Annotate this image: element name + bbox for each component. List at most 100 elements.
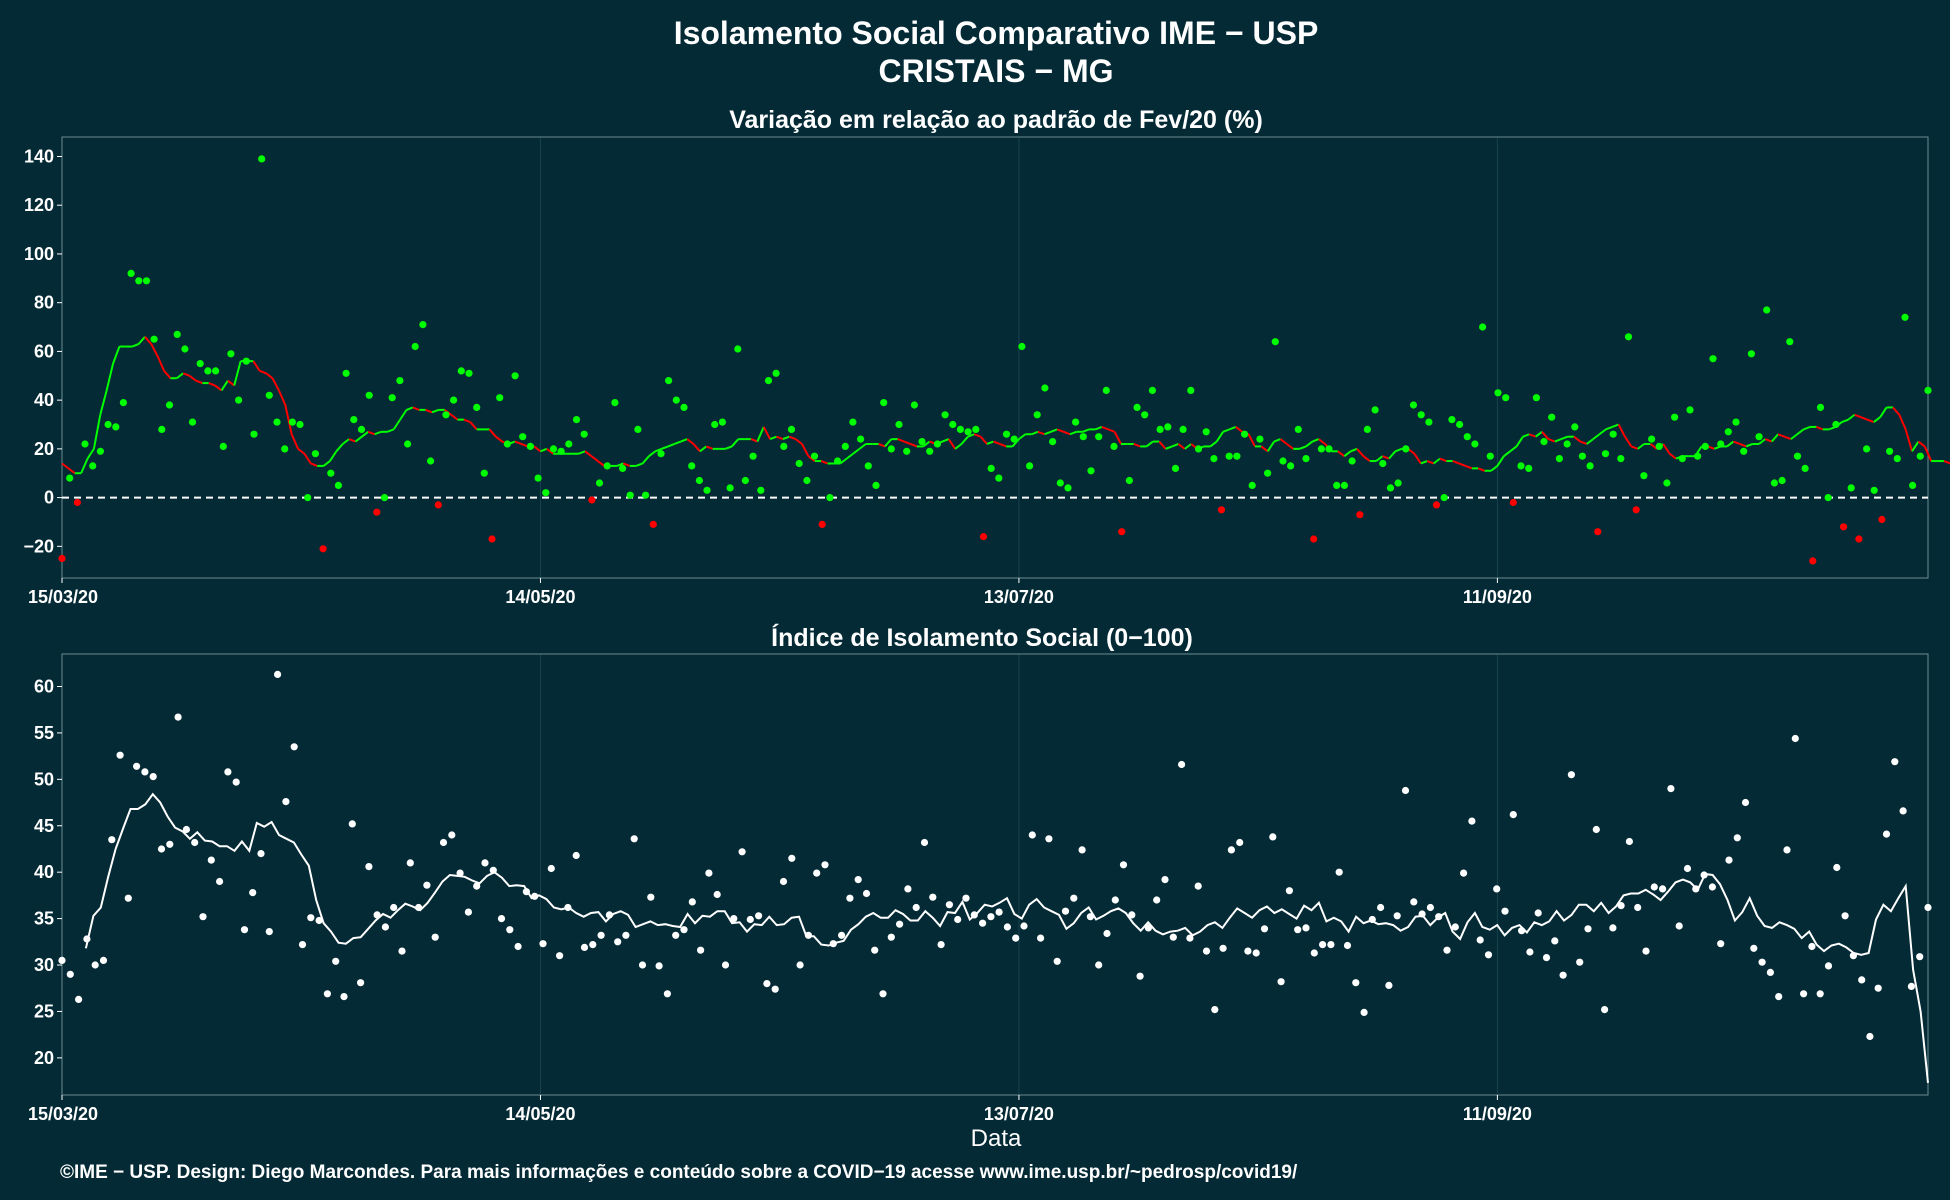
moving-average-segment (540, 447, 548, 453)
data-point (1363, 425, 1371, 433)
moving-average-segment (1113, 431, 1122, 445)
y-tick-label: 50 (34, 769, 54, 789)
data-point (1601, 1006, 1609, 1014)
data-point (1102, 386, 1110, 394)
moving-average-segment (329, 450, 338, 462)
moving-average-segment (1873, 416, 1881, 423)
data-point (1793, 452, 1802, 460)
moving-average-segment (1816, 426, 1824, 431)
moving-average-segment (1758, 438, 1766, 445)
data-point (630, 835, 638, 843)
moving-average-segment (1943, 460, 1950, 465)
data-point (619, 464, 627, 472)
data-point (182, 825, 190, 834)
data-point (457, 367, 465, 375)
data-point (1087, 467, 1095, 475)
data-point (655, 962, 663, 970)
data-point (1435, 913, 1443, 921)
data-point (1045, 835, 1053, 843)
moving-average-segment (1222, 428, 1230, 433)
data-point (1133, 403, 1141, 411)
data-point (818, 520, 826, 529)
data-point (1386, 484, 1395, 492)
data-point (1225, 452, 1233, 460)
data-point (464, 908, 472, 916)
data-point (962, 894, 970, 902)
moving-average-segment (1649, 443, 1658, 450)
data-point (1285, 887, 1293, 895)
moving-average-segment (1847, 413, 1856, 421)
moving-average-segment (1107, 428, 1115, 433)
moving-average-segment (61, 462, 69, 470)
moving-average-segment (150, 343, 159, 357)
data-point (688, 898, 696, 906)
moving-average-segment (265, 372, 274, 380)
data-point (1486, 452, 1494, 460)
data-point (995, 474, 1003, 482)
data-point (1064, 484, 1072, 492)
data-point (1594, 528, 1602, 536)
data-point (1070, 894, 1078, 902)
data-point (1733, 834, 1741, 842)
moving-average-segment (910, 443, 918, 448)
data-point (350, 416, 358, 424)
data-point (810, 452, 819, 460)
moving-average-segment (1707, 445, 1715, 450)
moving-average-segment (1350, 447, 1358, 453)
x-tick-label: 13/07/20 (984, 587, 1054, 607)
data-point (1518, 927, 1526, 935)
x-tick-label: 14/05/20 (505, 587, 575, 607)
moving-average-segment (1177, 443, 1186, 450)
y-tick-label: −20 (23, 536, 54, 556)
moving-average-segment (903, 440, 911, 445)
data-point (334, 481, 342, 489)
data-point (1471, 440, 1479, 448)
data-point (1801, 464, 1809, 472)
data-point (912, 903, 920, 912)
data-point (319, 545, 327, 553)
data-point (1169, 933, 1177, 941)
moving-average-segment (1133, 443, 1141, 448)
y-tick-label: 0 (44, 488, 54, 508)
moving-average-segment (1273, 438, 1281, 443)
data-point (365, 391, 373, 399)
data-point (1144, 924, 1152, 932)
data-point (1148, 386, 1156, 394)
data-point (665, 377, 673, 385)
moving-average-segment (1101, 426, 1109, 431)
moving-average-segment (1215, 431, 1224, 443)
moving-average-segment (322, 460, 331, 467)
data-point (1540, 438, 1548, 446)
data-point (1849, 952, 1857, 960)
data-point (1440, 494, 1448, 502)
data-point (1426, 903, 1434, 912)
data-point (642, 491, 650, 499)
moving-average-segment (1044, 430, 1052, 436)
data-point (1241, 430, 1249, 438)
data-point (108, 836, 116, 844)
data-point (1179, 425, 1187, 433)
moving-average-segment (1923, 446, 1933, 462)
moving-average-segment (1420, 460, 1428, 465)
moving-average-segment (361, 431, 369, 438)
data-point (1609, 924, 1617, 932)
data-point (688, 462, 696, 470)
data-point (605, 911, 614, 919)
moving-average-segment (1605, 426, 1613, 431)
data-point (1319, 941, 1327, 949)
moving-average-segment (131, 343, 139, 348)
data-point (903, 447, 911, 455)
data-point (473, 882, 481, 890)
data-point (511, 372, 519, 380)
data-point (1824, 494, 1832, 502)
data-point (1432, 501, 1441, 509)
data-point (1617, 902, 1625, 910)
data-point (488, 535, 496, 543)
data-point (987, 913, 995, 921)
data-point (357, 425, 366, 433)
data-point (1061, 907, 1070, 915)
data-point (1340, 481, 1348, 489)
data-point (181, 345, 189, 353)
footer-credit: ©IME − USP. Design: Diego Marcondes. Par… (60, 1162, 1298, 1183)
data-point (887, 933, 895, 941)
